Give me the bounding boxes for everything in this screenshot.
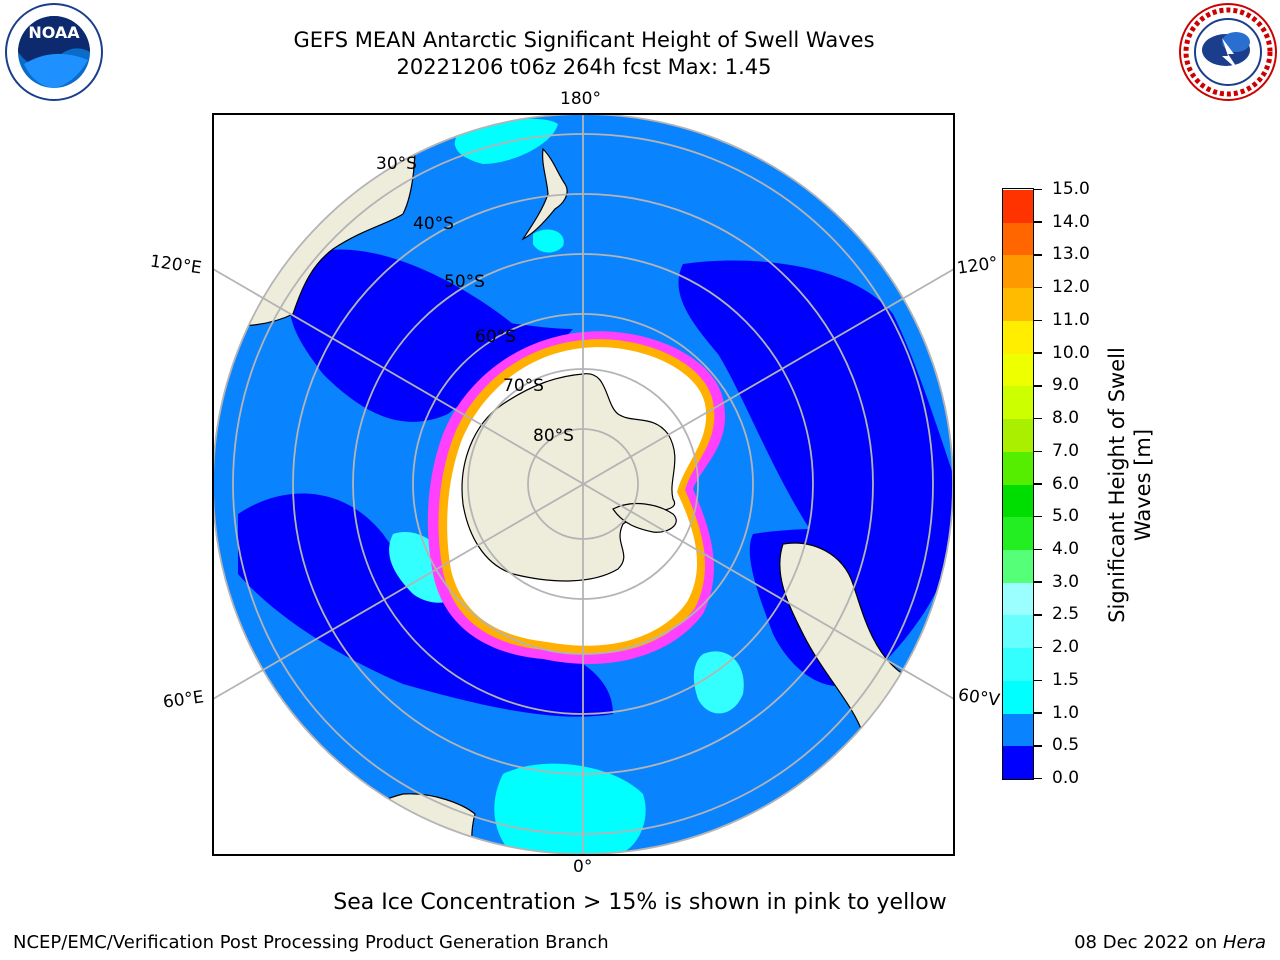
lat-label-70s: 70°S: [503, 376, 544, 396]
colorbar-tick-label: 9.0: [1052, 375, 1080, 396]
colorbar-label-line2: Waves [m]: [1131, 428, 1155, 542]
lat-label-40s: 40°S: [413, 214, 454, 234]
mid-swell-patch: [533, 229, 564, 253]
colorbar-segment: [1003, 549, 1033, 583]
colorbar-tick-label: 2.5: [1052, 604, 1080, 625]
footer-date: 08 Dec 2022 on Hera: [1074, 932, 1266, 953]
colorbar-segment: [1003, 582, 1033, 616]
colorbar-segment: [1003, 189, 1033, 223]
lon-label-60w: 60°V: [956, 685, 1001, 711]
polar-map: 30°S 40°S 50°S 60°S 70°S 80°S: [212, 113, 955, 856]
colorbar-label-line1: Significant Height of Swell: [1105, 347, 1129, 623]
colorbar-tick: [1034, 286, 1042, 289]
colorbar-segment: [1003, 647, 1033, 681]
colorbar-tick-label: 14.0: [1052, 211, 1090, 232]
footer-credit: NCEP/EMC/Verification Post Processing Pr…: [13, 932, 609, 953]
colorbar-tick: [1034, 614, 1042, 616]
colorbar-tick: [1034, 450, 1042, 453]
map-border: [212, 113, 955, 856]
page-subtitle: 20221206 t06z 264h fcst Max: 1.45: [396, 55, 772, 79]
lat-label-30s: 30°S: [376, 154, 417, 174]
colorbar-tick-label: 0.0: [1052, 768, 1080, 788]
colorbar-segment: [1003, 451, 1033, 485]
colorbar-tick-label: 3.0: [1052, 571, 1080, 592]
colorbar-tick: [1034, 352, 1042, 354]
footer-date-text: 08 Dec 2022 on: [1074, 932, 1223, 953]
colorbar: [1002, 188, 1034, 780]
noaa-logo: NOAA: [5, 3, 103, 101]
colorbar-tick: [1034, 515, 1042, 518]
mid-swell-patch: [454, 118, 558, 164]
lon-label-180: 180°: [560, 89, 601, 109]
colorbar-tick: [1034, 777, 1042, 780]
colorbar-tick-label: 11.0: [1052, 309, 1090, 330]
mid-swell-patch: [693, 651, 744, 714]
colorbar-segment: [1003, 614, 1033, 649]
mid-swell-patch: [494, 763, 646, 854]
colorbar-segment: [1003, 222, 1033, 256]
colorbar-tick: [1034, 548, 1042, 551]
low-swell-region: [238, 493, 613, 717]
colorbar-tick-label: 2.0: [1052, 637, 1080, 658]
colorbar-segment: [1003, 353, 1033, 387]
colorbar-tick: [1034, 646, 1042, 649]
colorbar-tick-label: 10.0: [1052, 342, 1090, 363]
colorbar-tick-label: 6.0: [1052, 473, 1080, 494]
noaa-logo-text: NOAA: [28, 23, 80, 42]
nws-logo: [1179, 3, 1277, 101]
colorbar-tick: [1034, 679, 1042, 682]
lat-label-60s: 60°S: [475, 327, 516, 347]
colorbar-segment: [1003, 287, 1033, 321]
colorbar-segment: [1003, 745, 1033, 779]
colorbar-segment: [1003, 516, 1033, 550]
colorbar-tick-label: 13.0: [1052, 244, 1090, 265]
colorbar-tick-label: 15.0: [1052, 179, 1090, 199]
colorbar-segment: [1003, 713, 1033, 747]
page-title: GEFS MEAN Antarctic Significant Height o…: [293, 28, 875, 52]
footer-machine: Hera: [1222, 932, 1266, 953]
colorbar-segment: [1003, 484, 1033, 518]
colorbar-segment: [1003, 680, 1033, 714]
sea-ice-caption: Sea Ice Concentration > 15% is shown in …: [333, 890, 947, 915]
new-zealand-land: [521, 147, 568, 241]
colorbar-tick: [1034, 581, 1042, 583]
lon-label-120w: 120°: [955, 253, 1000, 279]
colorbar-tick: [1034, 483, 1042, 485]
lon-label-120e: 120°E: [148, 251, 203, 279]
colorbar-segment: [1003, 418, 1033, 452]
lon-label-60e: 60°E: [161, 687, 206, 713]
colorbar-tick-label: 0.5: [1052, 735, 1080, 756]
antarctica-land: [461, 373, 676, 582]
colorbar-label: Significant Height of Swell Waves [m]: [1104, 285, 1156, 685]
longitude-lines: [213, 114, 954, 855]
colorbar-tick: [1034, 417, 1042, 420]
colorbar-tick: [1034, 712, 1042, 714]
colorbar-tick: [1034, 254, 1042, 256]
lat-label-80s: 80°S: [533, 426, 574, 446]
colorbar-tick-label: 8.0: [1052, 408, 1080, 429]
colorbar-tick-label: 7.0: [1052, 440, 1080, 461]
low-swell-region: [678, 260, 953, 565]
colorbar-tick-label: 1.0: [1052, 702, 1080, 723]
colorbar-tick-label: 5.0: [1052, 506, 1080, 527]
colorbar-tick: [1034, 221, 1042, 223]
lat-label-50s: 50°S: [444, 272, 485, 292]
colorbar-tick: [1034, 745, 1042, 747]
colorbar-segment: [1003, 254, 1033, 289]
lon-label-0: 0°: [573, 857, 593, 877]
colorbar-tick-label: 12.0: [1052, 277, 1090, 298]
colorbar-tick-label: 1.5: [1052, 669, 1080, 690]
colorbar-tick: [1034, 188, 1042, 191]
colorbar-tick: [1034, 319, 1042, 322]
colorbar-tick-label: 4.0: [1052, 538, 1080, 559]
colorbar-segment: [1003, 385, 1033, 420]
colorbar-segment: [1003, 320, 1033, 354]
colorbar-tick: [1034, 385, 1042, 387]
